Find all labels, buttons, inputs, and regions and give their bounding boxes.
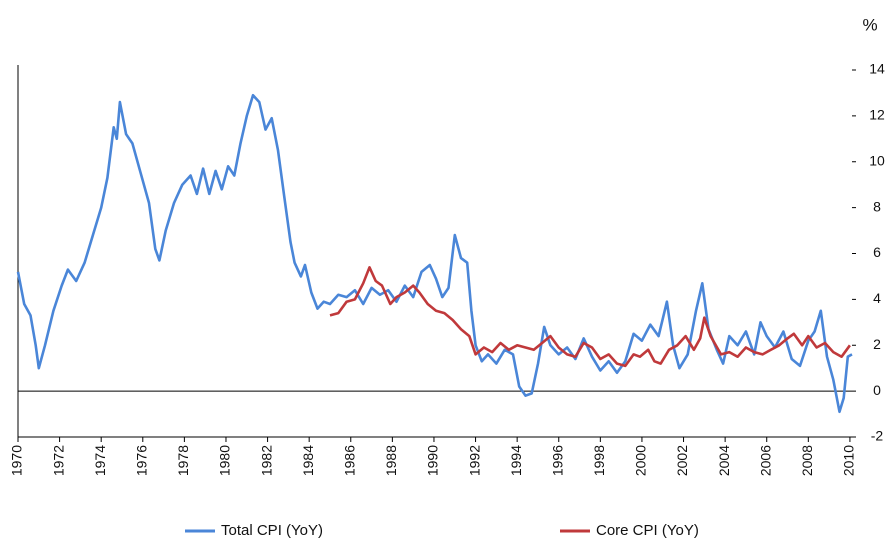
x-tick-label: 1978: [175, 445, 191, 476]
y-tick-label: 4: [873, 290, 881, 306]
x-tick-label: 1990: [425, 445, 441, 476]
x-tick-label: 1976: [133, 445, 149, 476]
x-tick-label: 1988: [383, 445, 399, 476]
x-tick-label: 1980: [217, 445, 233, 476]
x-tick-label: 2006: [757, 445, 773, 476]
y-tick-label: 12: [869, 107, 885, 123]
x-tick-label: 1998: [591, 445, 607, 476]
y-tick-label: 10: [869, 152, 885, 168]
x-tick-label: 1996: [549, 445, 565, 476]
x-tick-label: 1974: [92, 445, 108, 476]
x-tick-label: 1994: [508, 445, 524, 476]
x-tick-label: 2000: [633, 445, 649, 476]
legend-label: Total CPI (YoY): [221, 522, 323, 539]
x-tick-label: 2002: [674, 445, 690, 476]
legend-label: Core CPI (YoY): [596, 522, 699, 539]
x-tick-label: 2004: [716, 445, 732, 476]
x-tick-label: 1984: [300, 445, 316, 476]
series-line: [329, 266, 851, 368]
y-tick-label: 2: [873, 336, 881, 352]
y-tick-label: 8: [873, 198, 881, 214]
series-line: [16, 93, 853, 414]
y-tick-label: 6: [873, 244, 881, 260]
y-tick-label: 0: [873, 382, 881, 398]
x-tick-label: 2010: [841, 445, 857, 476]
x-tick-label: 1982: [258, 445, 274, 476]
y-axis-label: %: [862, 15, 877, 34]
x-tick-label: 1992: [466, 445, 482, 476]
x-tick-label: 1986: [341, 445, 357, 476]
y-tick-label: 14: [869, 61, 885, 77]
x-tick-label: 1972: [50, 445, 66, 476]
x-tick-label: 2008: [799, 445, 815, 476]
y-tick-label: -2: [871, 428, 884, 444]
x-tick-label: 1970: [9, 445, 25, 476]
